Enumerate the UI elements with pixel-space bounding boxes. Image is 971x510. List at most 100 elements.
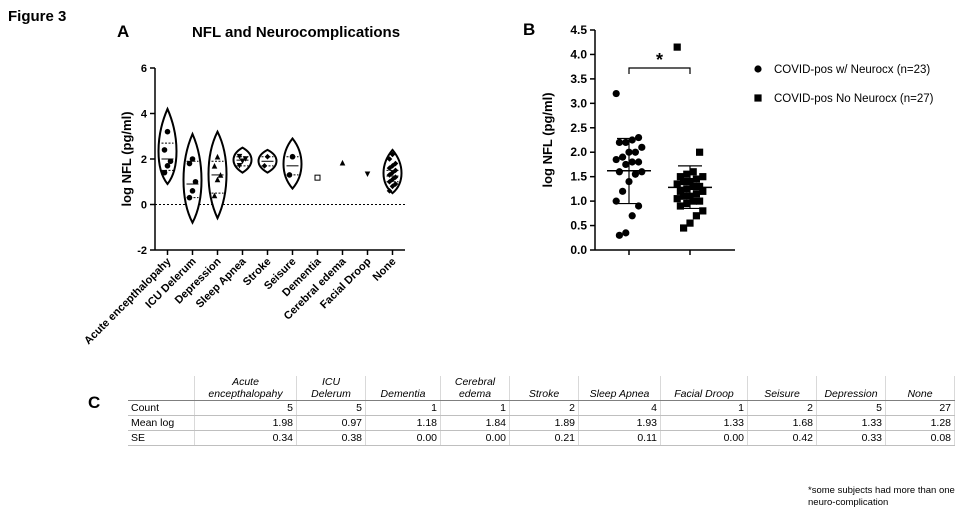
chart-b-data-point: [676, 187, 684, 195]
table-cell: 1.98: [194, 415, 297, 431]
violin-shape: [182, 131, 203, 225]
chart-a-data-point: [386, 172, 393, 178]
footnote-line-1: *some subjects had more than one: [808, 485, 955, 496]
chart-b-ytick-label: 2.0: [570, 145, 587, 159]
table-cell: 1.93: [578, 415, 661, 431]
table-column-header: Depression: [816, 376, 886, 401]
table-cell: 0.38: [296, 430, 366, 446]
table-cell: 5: [296, 400, 366, 416]
table-header-line: [751, 376, 813, 388]
chart-b-data-point: [692, 212, 700, 220]
table-cell: 27: [885, 400, 955, 416]
chart-a-ytick-label: 0: [141, 200, 147, 212]
footnote: *some subjects had more than one neuro-c…: [808, 485, 955, 509]
table-header-line: Depression: [824, 388, 878, 400]
table-cell: 0.08: [885, 430, 955, 446]
chart-a-data-point: [289, 153, 296, 160]
chart-b-data-point: [680, 177, 688, 186]
chart-a-data-point: [186, 194, 193, 201]
chart-a-data-point: [339, 159, 346, 166]
chart-b-ytick-label: 3.5: [570, 72, 587, 86]
chart-b-data-point: [689, 197, 697, 205]
chart-b-data-point: [676, 202, 684, 210]
chart-b-data-point: [696, 182, 704, 191]
table-cell: 0.34: [194, 430, 297, 446]
table-cell: 5: [816, 400, 886, 416]
legend-marker: [754, 94, 762, 102]
chart-b-data-point: [631, 170, 639, 178]
chart-b-data-point: [615, 138, 623, 147]
table-row: SE 0.34 0.38 0.00 0.00 0.21 0.11 0.00 0.42 0.33 0.…: [128, 430, 955, 446]
chart-b-data-point: [686, 219, 694, 227]
chart-b-ytick-label: 1.5: [570, 170, 587, 184]
chart-a-data-point: [211, 192, 218, 199]
table-cell: 0.00: [440, 430, 510, 446]
chart-a-ytick-label: -2: [137, 245, 147, 257]
table-cell: 0.00: [660, 430, 748, 446]
table-cell: 1: [660, 400, 748, 416]
chart-a-data-point: [211, 163, 218, 169]
chart-b-data-point: [696, 148, 704, 156]
chart-a-data-point: [164, 128, 171, 135]
chart-a-data-point: [286, 172, 293, 178]
chart-a-ytick-label: 2: [141, 154, 147, 166]
chart-b-data-point: [673, 180, 681, 188]
chart-a-data-point: [214, 153, 221, 160]
chart-b-ytick-label: 4.5: [570, 23, 587, 37]
chart-b-data-point: [683, 170, 691, 178]
chart-b-data-point: [622, 138, 630, 147]
panel-a-label: A: [117, 22, 130, 41]
chart-b-data-point: [622, 160, 630, 169]
chart-b-data-point: [615, 231, 623, 239]
chart-b-data-point: [673, 195, 681, 203]
chart-b-data-point: [612, 197, 620, 205]
chart-b-data-point: [680, 192, 688, 200]
table-cell: 0.42: [747, 430, 817, 446]
chart-a-data-point: [214, 176, 221, 183]
chart-a-data-point: [189, 156, 196, 162]
chart-a-data-point: [389, 163, 396, 169]
chart-a-data-point: [161, 147, 168, 153]
table-cell: 0.11: [578, 430, 661, 446]
panel-c-label: C: [88, 393, 101, 412]
table-cell: 2: [509, 400, 579, 416]
table-cell: 1.33: [816, 415, 886, 431]
violin-shape: [282, 136, 303, 191]
table-cell: 1.18: [365, 415, 441, 431]
table-column-header: Seisure: [747, 376, 817, 401]
chart-a-data-point: [386, 165, 393, 171]
table-row-label: Mean log: [128, 415, 195, 431]
table-cell: 1.68: [747, 415, 817, 431]
table-cell: 1.33: [660, 415, 748, 431]
table-header-line: [513, 376, 575, 388]
chart-a-xtick-label: None: [371, 256, 399, 284]
table-header-line: [582, 376, 657, 388]
chart-b-data-point: [628, 158, 636, 166]
chart-b-ytick-label: 3.0: [570, 96, 587, 110]
chart-a-data-point: [186, 160, 193, 167]
table-header-line: Facial Droop: [674, 388, 734, 400]
chart-a-data-point: [314, 174, 321, 181]
chart-b-ylabel: log NFL (pg/ml): [540, 92, 555, 187]
chart-b-data-point: [635, 158, 643, 166]
table-corner: [128, 376, 195, 401]
table-cell: 2: [747, 400, 817, 416]
violin-shape: [157, 106, 178, 186]
table-header-line: [889, 376, 951, 388]
chart-a-data-point: [386, 188, 393, 194]
table-row-label: SE: [128, 430, 195, 446]
chart-b-data-point: [638, 143, 646, 151]
chart-b-data-point: [628, 212, 636, 220]
legend-label: COVID-pos No Neurocx (n=27): [774, 93, 934, 105]
table-column-header: Cerebral edema: [440, 376, 510, 401]
table-cell: 1.89: [509, 415, 579, 431]
chart-a-data-point: [389, 176, 396, 183]
chart-a-data-point: [392, 167, 399, 174]
table-header-line: ICU: [321, 376, 341, 388]
table-cell: 1: [365, 400, 441, 416]
chart-b-data-point: [683, 199, 691, 208]
table-column-header: ICU Delerum: [296, 376, 366, 401]
chart-a-data-point: [386, 156, 393, 162]
table-cell: 0.21: [509, 430, 579, 446]
chart-b-data-point: [689, 182, 697, 191]
